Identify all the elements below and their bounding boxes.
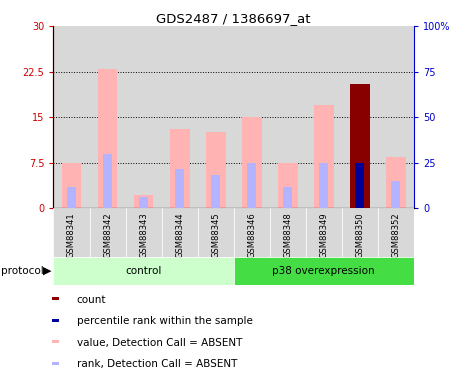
Bar [283,187,292,208]
Bar [314,105,334,208]
Text: GSM88349: GSM88349 [319,212,328,258]
Bar [233,26,270,208]
Text: value, Detection Call = ABSENT: value, Detection Call = ABSENT [77,338,242,348]
Bar [52,297,59,300]
Bar [126,26,161,208]
Bar [319,163,328,208]
Text: GSM88346: GSM88346 [247,212,256,258]
Text: p38 overexpression: p38 overexpression [272,266,375,276]
Text: percentile rank within the sample: percentile rank within the sample [77,316,252,326]
Bar [170,129,190,208]
Bar [270,208,306,257]
Bar [161,26,198,208]
Bar [355,163,364,208]
Bar [98,69,118,208]
Bar [53,26,89,208]
Bar [52,362,59,364]
Bar [52,340,59,343]
Bar [392,181,400,208]
Bar [198,208,233,257]
Bar [247,163,256,208]
Bar [61,163,81,208]
Bar [386,157,406,208]
Text: count: count [77,294,106,304]
Text: rank, Detection Call = ABSENT: rank, Detection Call = ABSENT [77,359,237,369]
Text: GSM88348: GSM88348 [283,212,292,258]
Bar [89,208,126,257]
Bar [198,26,233,208]
Bar [306,208,342,257]
Bar [342,26,378,208]
Bar [133,195,153,208]
Bar [53,208,89,257]
Bar [378,208,414,257]
Bar [242,117,262,208]
Bar [350,84,370,208]
Bar [67,187,76,208]
Title: GDS2487 / 1386697_at: GDS2487 / 1386697_at [156,12,311,25]
Bar [139,197,148,208]
Bar [270,26,306,208]
Bar [234,257,414,285]
Bar [306,26,342,208]
Bar [234,208,270,257]
Text: GSM88341: GSM88341 [67,212,76,258]
Bar [378,26,414,208]
Text: control: control [126,266,162,276]
Bar [52,318,59,321]
Bar [53,257,234,285]
Text: GSM88342: GSM88342 [103,212,112,258]
Text: ▶: ▶ [43,266,52,276]
Text: protocol: protocol [1,266,44,276]
Text: GSM88350: GSM88350 [355,212,364,258]
Bar [342,208,378,257]
Bar [103,154,112,208]
Bar [162,208,198,257]
Text: GSM88352: GSM88352 [392,212,400,258]
Text: GSM88345: GSM88345 [211,212,220,258]
Bar [126,208,162,257]
Text: GSM88343: GSM88343 [139,212,148,258]
Bar [278,163,298,208]
Bar [211,175,220,208]
Text: GSM88344: GSM88344 [175,212,184,258]
Bar [89,26,126,208]
Bar [175,169,184,208]
Bar [206,132,226,208]
